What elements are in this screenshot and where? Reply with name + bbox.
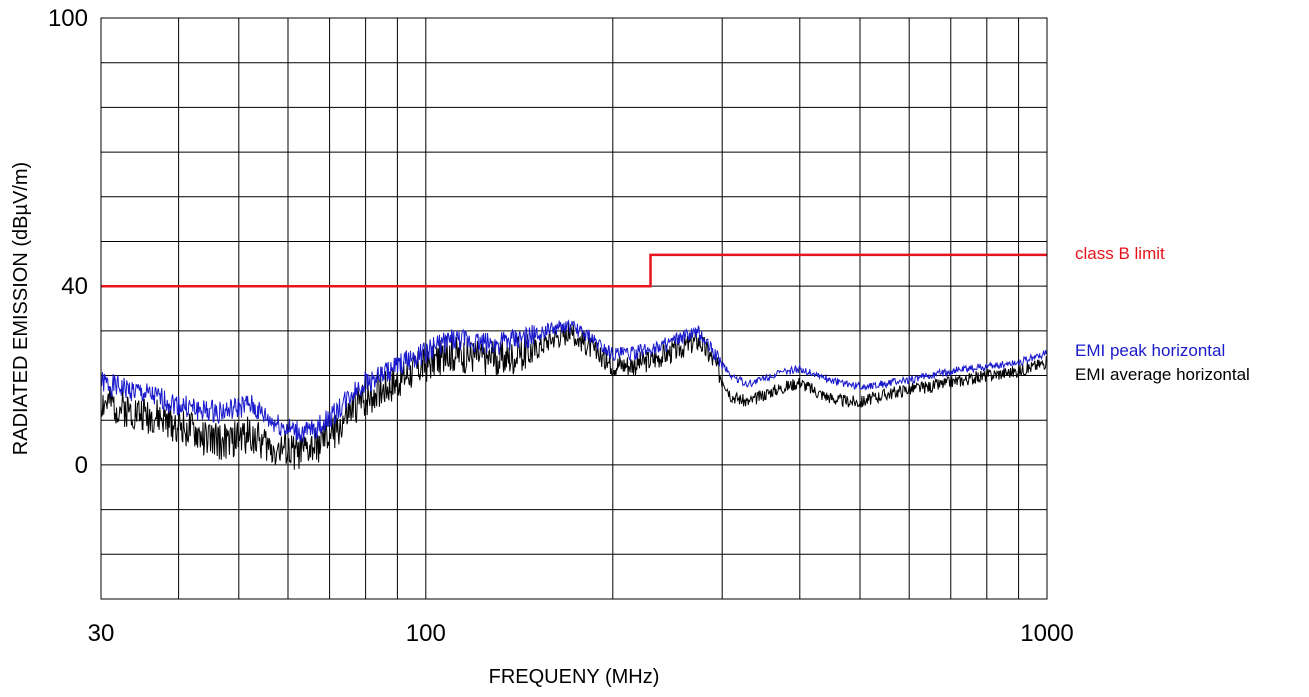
y-axis-title: RADIATED EMISSION (dBµV/m) bbox=[10, 162, 32, 455]
plot-area-border bbox=[100, 17, 1048, 600]
axis-tick-labels: 0 40 100 30 100 1000 bbox=[48, 5, 1074, 647]
x-axis-title: FREQUENY (MHz) bbox=[489, 666, 660, 688]
series-line-emi-average-horizontal bbox=[100, 321, 1048, 470]
legend-entry-emi-peak-horizontal: EMI peak horizontal bbox=[1075, 341, 1225, 360]
series-line-class-b-limit bbox=[101, 253, 1047, 288]
series-line-emi-peak-horizontal bbox=[100, 319, 1048, 443]
legend: class B limit EMI peak horizontal EMI aver… bbox=[1075, 244, 1250, 384]
plot-series bbox=[100, 253, 1048, 470]
y-tick-label: 40 bbox=[61, 273, 88, 300]
x-tick-label: 1000 bbox=[1020, 620, 1073, 647]
x-tick-label: 100 bbox=[406, 620, 446, 647]
x-tick-label: 30 bbox=[88, 620, 115, 647]
y-tick-label: 0 bbox=[75, 452, 88, 479]
legend-entry-class-b-limit: class B limit bbox=[1075, 244, 1165, 263]
legend-entry-emi-average-horizontal: EMI average horizontal bbox=[1075, 365, 1250, 384]
y-tick-label: 100 bbox=[48, 5, 88, 32]
plot-grid bbox=[101, 18, 1047, 599]
